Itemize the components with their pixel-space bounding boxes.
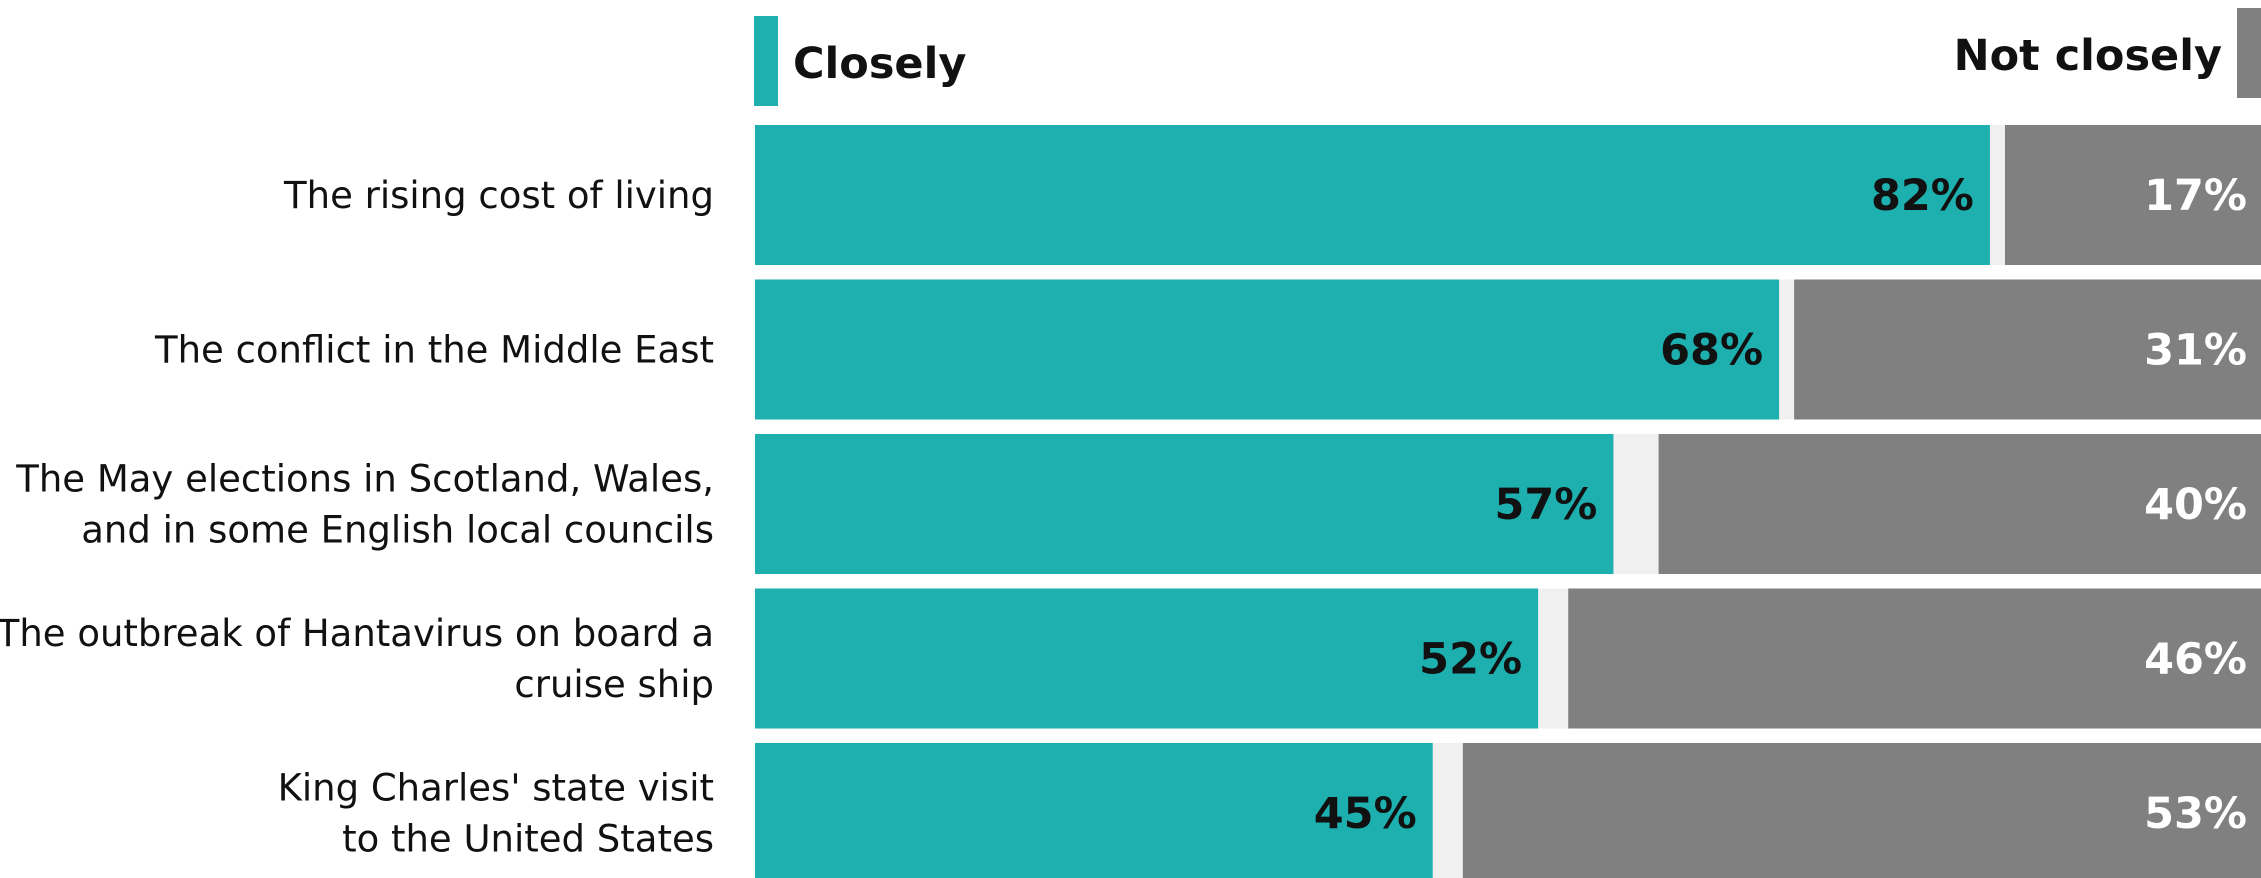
data-label-closely: 52%	[1419, 635, 1522, 685]
category-label: The rising cost of living	[283, 174, 714, 217]
bar-not-closely	[2004, 125, 2261, 265]
data-label-not-closely: 31%	[2144, 326, 2247, 376]
data-label-closely: 68%	[1660, 326, 1763, 376]
legend: Closely Not closely	[754, 8, 2261, 106]
data-label-closely: 45%	[1314, 789, 1417, 839]
legend-label-not-closely: Not closely	[1954, 31, 2222, 81]
bar-closely	[755, 743, 1433, 878]
bar-not-closely	[1568, 588, 2261, 729]
chart-rows: 82% 17% The rising cost of living 68% 31% The…	[0, 125, 2261, 878]
category-label: King Charles' state visit to the United S…	[278, 767, 714, 861]
bar-not-closely	[1794, 279, 2261, 420]
bar-row: 52% 46% The outbreak of Hantavirus on boar…	[0, 588, 2261, 729]
legend-swatch-not-closely	[2237, 8, 2261, 98]
data-label-not-closely: 17%	[2144, 171, 2247, 221]
bar-row: 68% 31% The conflict in the Middle East	[154, 279, 2261, 420]
legend-swatch-closely	[754, 16, 778, 106]
bar-row: 57% 40% The May elections in Scotland, Wal…	[15, 434, 2261, 574]
bar-closely	[755, 588, 1539, 729]
bar-closely	[755, 434, 1614, 574]
bar-closely	[755, 279, 1780, 420]
data-label-not-closely: 53%	[2144, 789, 2247, 839]
data-label-closely: 57%	[1494, 480, 1597, 530]
bar-closely	[755, 125, 1990, 265]
data-label-not-closely: 46%	[2144, 635, 2247, 685]
category-label: The May elections in Scotland, Wales, and…	[15, 458, 714, 552]
category-label: The conflict in the Middle East	[154, 329, 714, 372]
data-label-not-closely: 40%	[2144, 480, 2247, 530]
category-label: The outbreak of Hantavirus on board a cru…	[0, 612, 714, 706]
legend-label-closely: Closely	[793, 39, 966, 89]
bar-row: 82% 17% The rising cost of living	[283, 125, 2261, 265]
bar-row: 45% 53% King Charles' state visit to the Un…	[278, 743, 2261, 878]
bar-not-closely	[1462, 743, 2261, 878]
bar-not-closely	[1658, 434, 2261, 574]
data-label-closely: 82%	[1871, 171, 1974, 221]
